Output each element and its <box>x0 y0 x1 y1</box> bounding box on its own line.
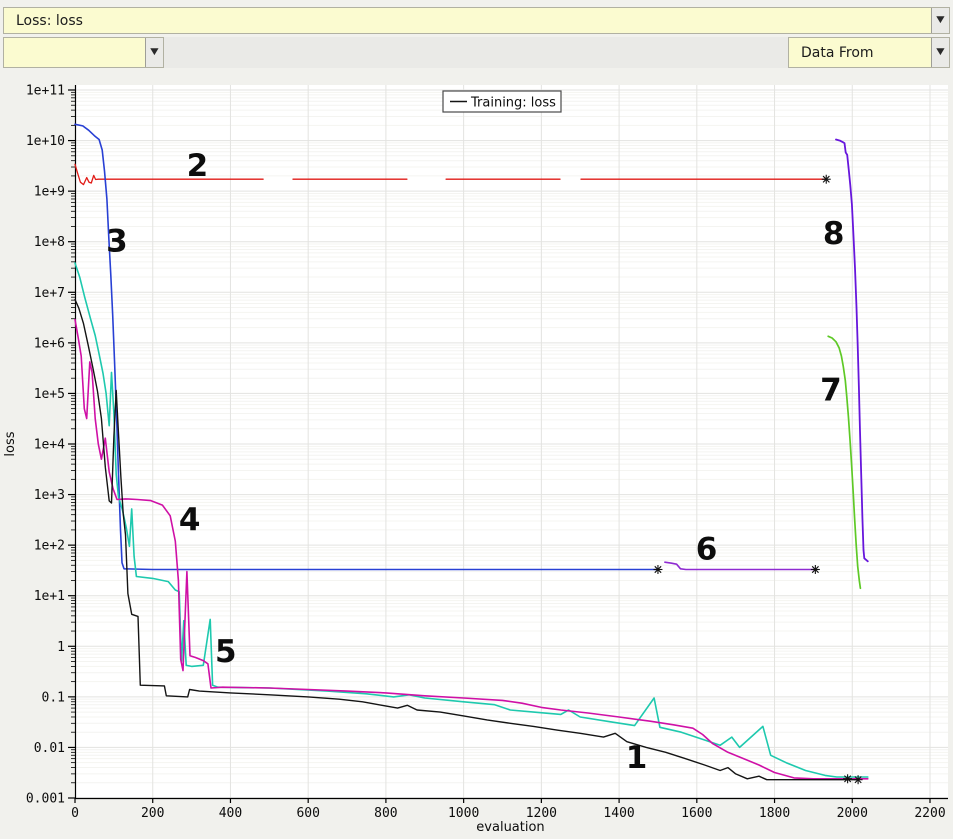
legend: Training: loss <box>442 90 562 113</box>
x-tick-label: 200 <box>141 806 164 821</box>
y-tick-label: 1e+1 <box>34 589 65 604</box>
chevron-down-icon: ▼ <box>936 15 945 25</box>
series-line-run-3-blue <box>74 123 659 571</box>
gridlines-major <box>75 85 948 799</box>
chevron-down-icon: ▼ <box>936 47 945 57</box>
series-line-run-4-magenta <box>74 318 869 780</box>
y-tick-label: 1e+11 <box>26 84 65 99</box>
series-line-run-7-green <box>827 335 862 590</box>
y-tick-label: 1e+9 <box>34 185 65 200</box>
series-selector-dropdown-button[interactable]: ▼ <box>145 38 163 67</box>
series-lines <box>74 123 869 781</box>
asterisk-marker <box>853 775 863 785</box>
y-axis: 1e+111e+101e+91e+81e+71e+61e+51e+41e+31e… <box>26 84 77 807</box>
series-line-run-1-black <box>74 298 859 781</box>
asterisk-marker <box>653 564 663 574</box>
series-selector-dropdown[interactable]: ▼ <box>3 37 164 68</box>
x-tick-label: 2200 <box>914 806 945 821</box>
x-tick-label: 1000 <box>448 806 479 821</box>
x-tick-label: 0 <box>71 806 79 821</box>
x-tick-label: 600 <box>296 806 319 821</box>
curve-number-1: 1 <box>626 740 648 776</box>
series-line-run-5-cyan <box>74 262 869 778</box>
y-tick-label: 1 <box>57 640 65 655</box>
curve-number-5: 5 <box>215 634 237 670</box>
y-tick-label: 1e+8 <box>34 235 65 250</box>
asterisk-marker <box>821 174 831 184</box>
x-tick-label: 400 <box>219 806 242 821</box>
x-tick-label: 2000 <box>837 806 868 821</box>
y-tick-label: 1e+5 <box>34 387 65 402</box>
curve-annotations: 1 2 3 4 5 6 7 8 <box>106 148 844 776</box>
y-tick-label: 1e+10 <box>26 134 65 149</box>
loss-metric-dropdown-button[interactable]: ▼ <box>931 8 949 33</box>
series-line-run-8-violet <box>835 138 869 563</box>
y-tick-label: 1e+6 <box>34 336 65 351</box>
plot-background <box>75 85 948 798</box>
loss-metric-dropdown[interactable]: Loss: loss ▼ <box>3 7 950 34</box>
y-tick-label: 1e+3 <box>34 488 65 503</box>
curve-number-6: 6 <box>696 532 718 568</box>
curve-number-8: 8 <box>823 216 845 252</box>
y-tick-label: 0.1 <box>42 690 65 705</box>
legend-entry-label: Training: loss <box>470 96 556 111</box>
series-line-run-6-purple <box>664 561 817 571</box>
x-tick-label: 1800 <box>759 806 790 821</box>
asterisk-marker <box>843 774 853 784</box>
y-tick-label: 1e+7 <box>34 286 65 301</box>
curve-number-2: 2 <box>187 148 209 184</box>
series-line-run-2-red <box>74 163 827 186</box>
chevron-down-icon: ▼ <box>150 47 159 57</box>
y-tick-label: 1e+4 <box>34 438 65 453</box>
curve-number-7: 7 <box>820 372 842 408</box>
x-axis: 0 200 400 600 800 1000 1200 1400 1600 1800 2000 220… <box>71 797 948 821</box>
x-tick-label: 1400 <box>603 806 634 821</box>
data-from-label: Data From <box>801 44 874 61</box>
y-tick-label: 0.01 <box>34 741 65 756</box>
loss-metric-label: Loss: loss <box>16 12 83 29</box>
y-tick-label: 1e+2 <box>34 539 65 554</box>
end-markers <box>653 174 863 785</box>
data-from-dropdown[interactable]: Data From ▼ <box>788 37 950 68</box>
data-from-dropdown-button[interactable]: ▼ <box>931 38 949 67</box>
x-tick-label: 1600 <box>681 806 712 821</box>
y-tick-label: 0.001 <box>26 792 65 807</box>
x-tick-label: 1200 <box>526 806 557 821</box>
x-axis-title: evaluation <box>476 820 544 835</box>
series-selector-value <box>4 38 145 67</box>
y-axis-title: loss <box>3 431 18 456</box>
curve-number-4: 4 <box>179 502 201 538</box>
curve-number-3: 3 <box>106 224 128 260</box>
x-tick-label: 800 <box>374 806 397 821</box>
asterisk-marker <box>810 564 820 574</box>
toolbar-spacer <box>164 37 788 68</box>
